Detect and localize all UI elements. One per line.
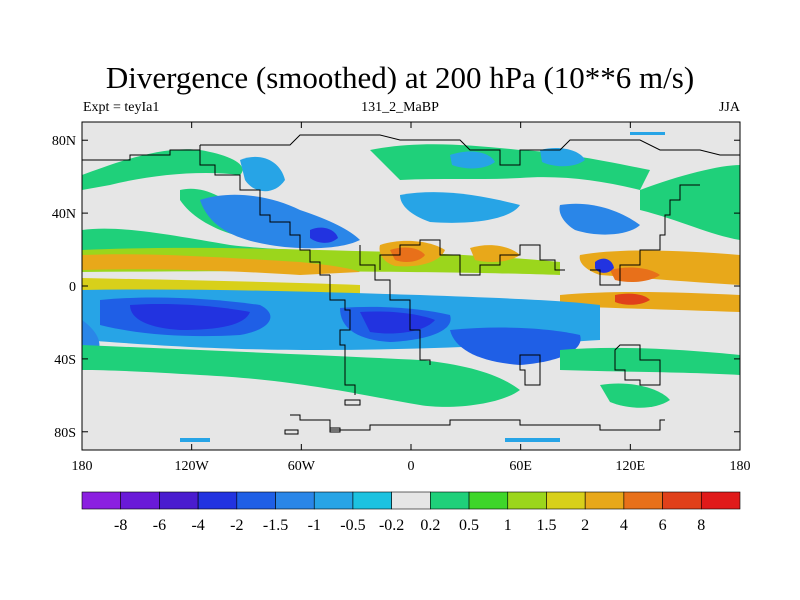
positive-region	[560, 291, 740, 312]
lon-tick-label: 120E	[616, 459, 646, 474]
plot-title: Divergence (smoothed) at 200 hPa (10**6 …	[105, 60, 695, 95]
colorbar: -8 -6 -4 -2 -1.5 -1 -0.5 -0.2 0.2 0.5 1 1.5 2 4 6 8	[81, 491, 741, 534]
positive-region	[82, 149, 243, 190]
latitude-ticks: 80N 40N 0 40S 80S	[52, 134, 740, 441]
colorbar-swatch	[391, 491, 431, 510]
run-label: 131_2_MaBP	[361, 100, 439, 115]
lon-tick-label: 180	[72, 459, 93, 474]
map-field	[82, 122, 740, 450]
colorbar-label: -1.5	[263, 517, 288, 534]
lon-tick-label: 0	[408, 459, 415, 474]
positive-region	[615, 293, 650, 305]
colorbar-label: 1	[504, 517, 512, 534]
experiment-label: Expt = teyIa1	[83, 100, 160, 115]
colorbar-swatch	[197, 491, 238, 510]
colorbar-swatch	[584, 491, 625, 510]
colorbar-label: -4	[191, 517, 204, 534]
colorbar-label: -0.5	[340, 517, 365, 534]
negative-region	[450, 151, 495, 169]
longitude-ticks: 180 120W 60W 0 60E 120E 180	[72, 122, 751, 474]
positive-region	[610, 267, 660, 283]
colorbar-label: 2	[581, 517, 589, 534]
colorbar-label: 8	[697, 517, 705, 534]
positive-region	[82, 278, 360, 295]
lon-tick-label: 180	[730, 459, 751, 474]
season-label: JJA	[718, 100, 740, 115]
negative-region	[400, 192, 520, 223]
positive-region	[640, 165, 740, 240]
colorbar-swatch	[430, 491, 470, 510]
colorbar-label: -8	[114, 517, 127, 534]
lat-tick-label: 80S	[54, 426, 76, 441]
positive-region	[505, 438, 560, 442]
lat-tick-label: 80N	[52, 134, 76, 149]
positive-region	[470, 245, 520, 263]
colorbar-swatch	[81, 491, 122, 510]
lon-tick-label: 60E	[509, 459, 532, 474]
colorbar-swatch	[700, 491, 741, 510]
negative-region	[360, 311, 435, 334]
negative-region	[130, 303, 250, 330]
negative-region	[559, 203, 640, 235]
colorbar-label: -0.2	[379, 517, 404, 534]
colorbar-swatch	[120, 491, 160, 510]
negative-region	[310, 227, 338, 243]
lat-tick-label: 40N	[52, 207, 76, 222]
coastlines	[82, 134, 740, 435]
colorbar-label: -6	[153, 517, 166, 534]
positive-region	[630, 132, 665, 135]
colorbar-label: -2	[230, 517, 243, 534]
negative-region	[595, 258, 614, 273]
colorbar-label: 4	[620, 517, 628, 534]
colorbar-label: 1.5	[536, 517, 556, 534]
lat-tick-label: 0	[69, 280, 76, 295]
colorbar-swatch	[507, 491, 547, 510]
colorbar-swatch	[352, 491, 392, 510]
colorbar-label: 0.2	[420, 517, 440, 534]
negative-region	[450, 327, 581, 365]
colorbar-swatch	[275, 491, 315, 510]
colorbar-swatch	[662, 491, 702, 510]
positive-region	[82, 345, 520, 407]
lon-tick-label: 60W	[288, 459, 316, 474]
colorbar-swatch	[546, 491, 586, 510]
lat-tick-label: 40S	[54, 353, 76, 368]
colorbar-swatch	[468, 491, 509, 510]
colorbar-swatch	[313, 491, 354, 510]
positive-region	[180, 438, 210, 442]
colorbar-label: 6	[659, 517, 667, 534]
colorbar-swatch	[236, 491, 276, 510]
positive-region	[560, 347, 740, 375]
positive-region	[390, 247, 425, 263]
positive-region	[370, 144, 650, 190]
colorbar-swatch	[159, 491, 199, 510]
positive-region	[82, 254, 360, 275]
colorbar-label: -1	[308, 517, 321, 534]
lon-tick-label: 120W	[175, 459, 210, 474]
negative-region	[540, 148, 585, 167]
colorbar-label: 0.5	[459, 517, 479, 534]
positive-region	[600, 383, 670, 408]
negative-region	[240, 156, 285, 192]
colorbar-swatch	[623, 491, 663, 510]
